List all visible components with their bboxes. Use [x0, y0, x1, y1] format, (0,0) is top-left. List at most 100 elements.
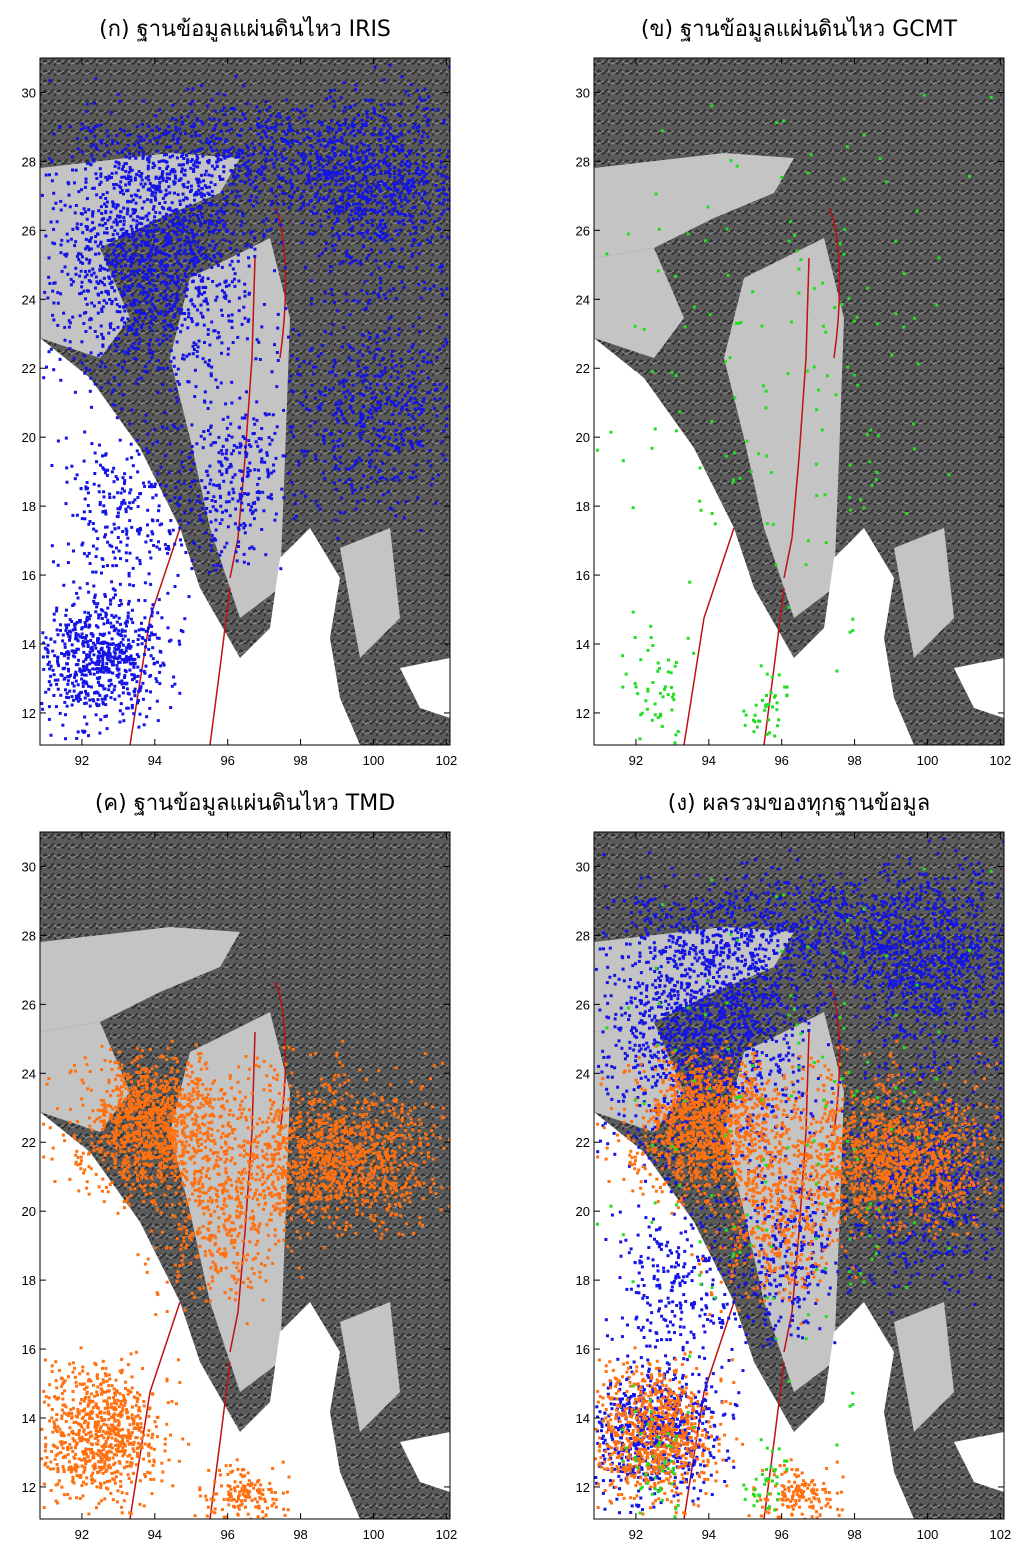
epicenter — [83, 552, 86, 555]
epicenter — [106, 232, 109, 235]
epicenter — [370, 273, 373, 276]
epicenter — [49, 638, 52, 641]
epicenter — [117, 326, 120, 329]
epicenter — [102, 650, 105, 653]
epicenter — [129, 327, 132, 330]
epicenter — [95, 146, 98, 149]
epicenter — [173, 683, 176, 686]
epicenter — [139, 139, 142, 142]
epicenter — [129, 273, 132, 276]
epicenter — [441, 270, 444, 273]
epicenter — [311, 224, 314, 227]
epicenter — [306, 121, 309, 124]
epicenter — [219, 138, 222, 141]
epicenter — [344, 106, 347, 109]
epicenter — [233, 444, 236, 447]
epicenter — [425, 166, 428, 169]
epicenter — [105, 130, 108, 133]
epicenter — [234, 164, 237, 167]
epicenter — [240, 470, 243, 473]
epicenter — [335, 131, 338, 134]
epicenter — [80, 270, 83, 273]
epicenter — [211, 195, 214, 198]
epicenter — [377, 293, 380, 296]
epicenter — [57, 440, 60, 443]
epicenter — [397, 113, 400, 116]
epicenter — [89, 614, 92, 617]
epicenter — [420, 404, 423, 407]
epicenter — [81, 643, 84, 646]
epicenter — [343, 391, 346, 394]
x-tick-label: 100 — [917, 753, 939, 768]
epicenter — [242, 113, 245, 116]
epicenter — [374, 407, 377, 410]
epicenter — [369, 173, 372, 176]
epicenter — [231, 280, 234, 283]
epicenter — [431, 108, 434, 111]
epicenter — [200, 246, 203, 249]
epicenter — [88, 662, 91, 665]
epicenter — [379, 209, 382, 212]
epicenter — [104, 290, 107, 293]
epicenter — [179, 245, 182, 248]
epicenter — [238, 309, 241, 312]
epicenter — [379, 138, 382, 141]
epicenter — [141, 271, 144, 274]
epicenter — [411, 371, 414, 374]
epicenter — [776, 701, 779, 704]
epicenter — [80, 188, 83, 191]
epicenter — [168, 173, 171, 176]
epicenter — [214, 124, 217, 127]
epicenter — [92, 528, 95, 531]
epicenter — [174, 118, 177, 121]
epicenter — [338, 479, 341, 482]
epicenter — [354, 259, 357, 262]
epicenter — [377, 181, 380, 184]
epicenter — [292, 328, 295, 331]
epicenter — [292, 159, 295, 162]
epicenter — [789, 220, 792, 223]
epicenter — [275, 211, 278, 214]
epicenter — [97, 650, 100, 653]
epicenter — [76, 137, 79, 140]
epicenter — [281, 192, 284, 195]
epicenter — [196, 350, 199, 353]
epicenter — [317, 134, 320, 137]
epicenter — [905, 512, 908, 515]
epicenter — [314, 458, 317, 461]
epicenter — [143, 265, 146, 268]
epicenter — [120, 492, 123, 495]
epicenter — [409, 162, 412, 165]
epicenter — [338, 209, 341, 212]
epicenter — [94, 287, 97, 290]
epicenter — [395, 394, 398, 397]
epicenter — [343, 133, 346, 136]
epicenter — [409, 219, 412, 222]
epicenter — [187, 308, 190, 311]
epicenter — [42, 668, 45, 671]
epicenter — [252, 204, 255, 207]
epicenter — [360, 141, 363, 144]
epicenter — [129, 215, 132, 218]
epicenter — [344, 481, 347, 484]
epicenter — [364, 213, 367, 216]
epicenter — [299, 401, 302, 404]
epicenter — [136, 666, 139, 669]
epicenter — [64, 624, 67, 627]
epicenter — [405, 408, 408, 411]
epicenter — [48, 680, 51, 683]
epicenter — [149, 259, 152, 262]
epicenter — [654, 427, 657, 430]
epicenter — [59, 200, 62, 203]
epicenter — [309, 144, 312, 147]
epicenter — [379, 144, 382, 147]
epicenter — [123, 220, 126, 223]
epicenter — [169, 324, 172, 327]
epicenter — [120, 176, 123, 179]
epicenter — [176, 227, 179, 230]
epicenter — [191, 320, 194, 323]
epicenter — [307, 173, 310, 176]
epicenter — [70, 465, 73, 468]
epicenter — [302, 114, 305, 117]
epicenter — [91, 667, 94, 670]
